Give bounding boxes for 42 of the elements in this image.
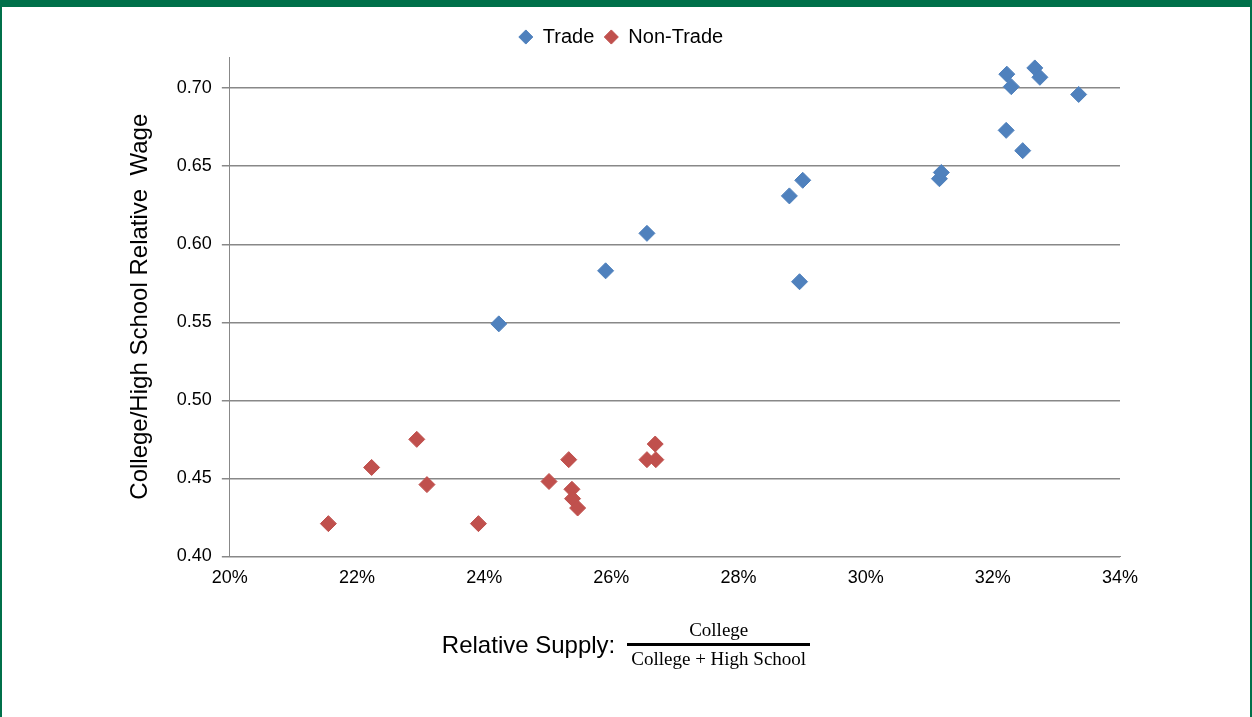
point — [794, 171, 812, 189]
point — [646, 435, 664, 453]
point — [408, 430, 426, 448]
y-tick-label: 0.50 — [176, 389, 212, 410]
y-tick-label: 0.70 — [176, 77, 212, 98]
legend-label: Non-Trade — [628, 24, 724, 47]
x-tick-label: 22% — [338, 567, 376, 588]
y-tick-label: 0.55 — [176, 311, 212, 332]
y-axis-title: College/High School Relative Wage — [125, 113, 153, 500]
point — [998, 65, 1016, 83]
point — [469, 515, 487, 533]
x-tick-label: 20% — [211, 567, 248, 588]
legend-label: Trade — [542, 24, 595, 47]
y-tick-label: 0.45 — [176, 467, 212, 488]
y-tick-label: 0.60 — [176, 233, 212, 254]
y-tick-label: 0.65 — [176, 155, 212, 176]
point — [1014, 142, 1032, 160]
text: College + High School — [627, 643, 811, 670]
point — [1031, 68, 1049, 86]
x-tick-label: 34% — [1101, 567, 1139, 588]
point — [791, 273, 809, 291]
x-tick-label: 32% — [974, 567, 1011, 588]
x-tick-label: 30% — [847, 567, 884, 588]
x-axis-title: Relative Supply: — [441, 630, 616, 659]
point — [1070, 85, 1088, 103]
text: College — [688, 619, 750, 642]
point — [780, 187, 798, 205]
point — [490, 315, 508, 333]
point — [597, 262, 615, 280]
point — [363, 458, 381, 476]
point — [319, 515, 337, 533]
point — [569, 499, 587, 517]
x-tick-label: 28% — [720, 567, 757, 588]
point — [1002, 78, 1020, 96]
point — [560, 451, 578, 469]
point — [997, 121, 1015, 139]
point — [638, 224, 656, 242]
x-tick-label: 26% — [593, 567, 630, 588]
x-tick-label: 24% — [466, 567, 503, 588]
y-tick-label: 0.40 — [176, 545, 212, 566]
point — [540, 472, 558, 490]
point — [418, 476, 436, 494]
